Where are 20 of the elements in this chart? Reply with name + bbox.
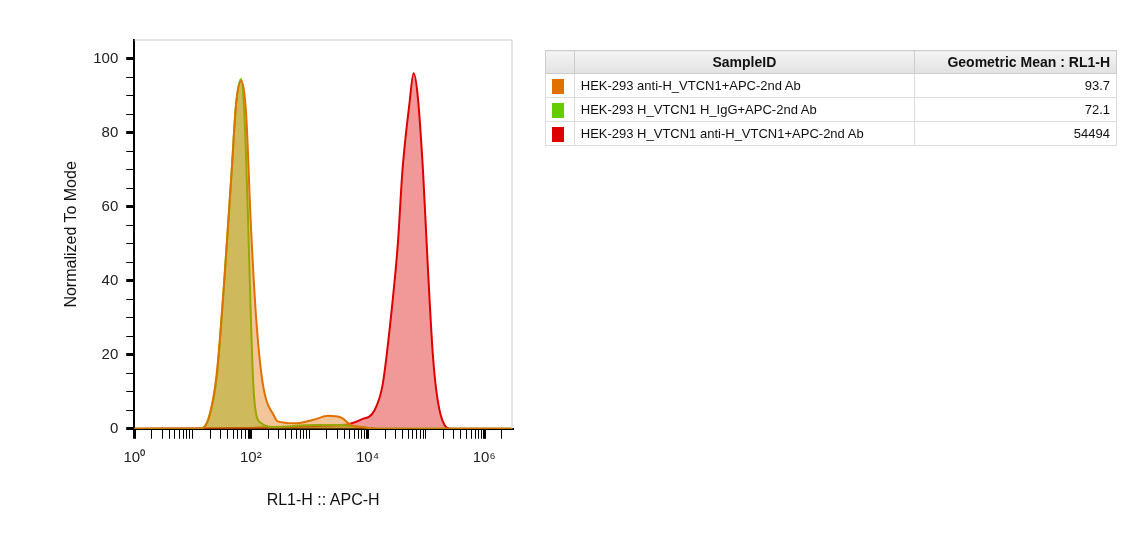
x-axis-title: RL1-H :: APC-H bbox=[266, 490, 380, 508]
y-axis-title: Normalized To Mode bbox=[62, 161, 80, 308]
text: 72.1 bbox=[914, 97, 1117, 122]
x-tick-label: 10⁶ bbox=[472, 447, 496, 465]
x-tick-label: 10⁰ bbox=[123, 447, 146, 465]
text: 93.7 bbox=[914, 73, 1117, 98]
legend-label: HEK-293 H_VTCN1 anti-H_VTCN1+APC-2nd Ab bbox=[574, 121, 915, 146]
y-tick-label: 0 bbox=[109, 418, 119, 436]
y-tick-label: 80 bbox=[101, 122, 119, 140]
y-tick-label: 100 bbox=[93, 48, 119, 66]
x-tick-label: 10⁴ bbox=[355, 447, 380, 465]
y-tick-label: 60 bbox=[101, 196, 119, 214]
text: 54494 bbox=[914, 121, 1117, 146]
y-tick-label: 40 bbox=[101, 270, 119, 288]
legend-title: SampleID bbox=[574, 50, 915, 74]
text: Geometric Mean : RL1-H bbox=[914, 50, 1117, 74]
legend-label: HEK-293 H_VTCN1 H_IgG+APC-2nd Ab bbox=[574, 97, 915, 122]
y-tick-label: 20 bbox=[101, 344, 119, 362]
legend-label: HEK-293 anti-H_VTCN1+APC-2nd Ab bbox=[574, 73, 915, 98]
x-tick-label: 10² bbox=[240, 447, 262, 465]
